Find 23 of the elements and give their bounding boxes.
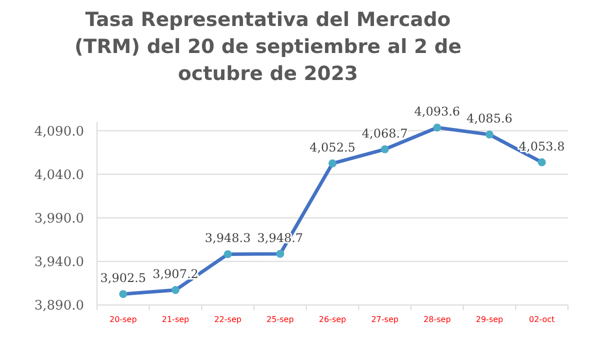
- y-tick-label: 4,090.0: [34, 124, 84, 140]
- chart-title: Tasa Representativa del Mercado (TRM) del 20 de septiembre al 2 de octubre de 2023: [74, 8, 462, 85]
- y-tick-label: 3,890.0: [34, 298, 84, 314]
- data-label: 3,948.3: [204, 231, 251, 246]
- data-label: 4,068.7: [362, 126, 408, 140]
- y-tick-label: 4,040.0: [34, 168, 84, 183]
- x-tick-label: 26-sep: [318, 315, 346, 324]
- y-tick-label: 3,940.0: [34, 254, 84, 270]
- x-tick-label: 25-sep: [266, 315, 294, 324]
- data-label: 4,093.6: [414, 104, 460, 119]
- x-tick-label: 29-sep: [476, 315, 504, 324]
- x-tick-label: 20-sep: [110, 315, 137, 324]
- x-tick-label: 27-sep: [371, 315, 398, 324]
- x-tick-label: 22-sep: [214, 315, 242, 324]
- data-label: 3,902.5: [100, 271, 146, 286]
- x-tick-label: 21-sep: [162, 315, 190, 324]
- data-label: 4,085.6: [466, 112, 512, 126]
- data-label: 4,053.8: [518, 139, 565, 154]
- y-tick-label: 3,990.0: [34, 211, 84, 226]
- data-label: 3,907.2: [152, 267, 198, 282]
- x-tick-label: 02-oct: [529, 315, 555, 324]
- data-label: 4,052.5: [310, 140, 356, 154]
- x-tick-label: 28-sep: [424, 315, 451, 324]
